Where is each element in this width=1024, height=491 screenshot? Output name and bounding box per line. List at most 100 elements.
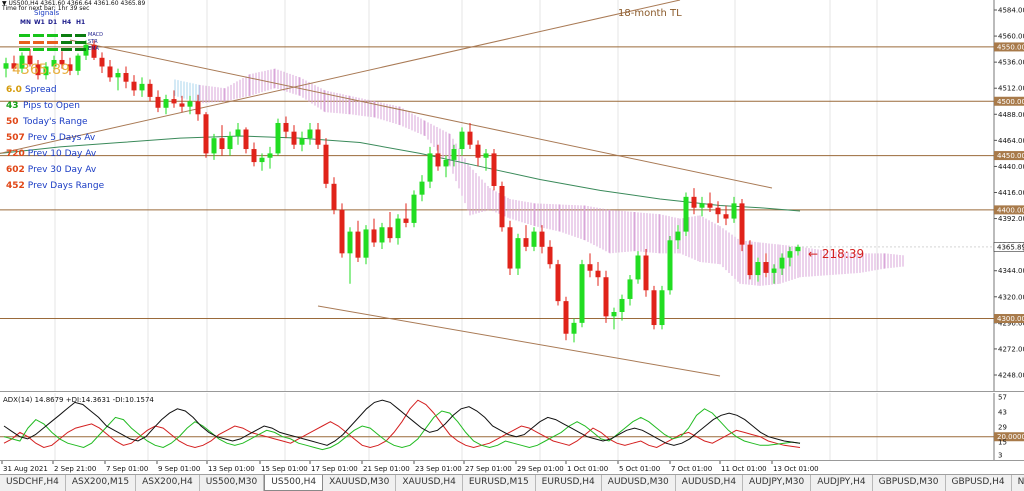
candle-body xyxy=(475,144,481,158)
price-tick-label: 4248.00 xyxy=(998,372,1024,380)
candle-body xyxy=(395,218,401,239)
trendline-label: 18-month TL xyxy=(618,8,682,19)
candle-body xyxy=(187,101,193,107)
chart-tabs: USDCHF,H4 ASX200,M15 ASX200,H4 US500,M30 US5… xyxy=(0,474,1024,491)
candle-body xyxy=(123,73,129,82)
signal-timeframe: H4 xyxy=(62,19,72,26)
stat-label: Prev 5 Days Av xyxy=(27,133,96,143)
current-price-label: 4365.89 xyxy=(997,243,1024,251)
adx-tick-label: 3 xyxy=(998,452,1002,460)
candle-body xyxy=(507,227,513,269)
time-tick-label: 27 Sep 01:00 xyxy=(465,465,512,473)
chart-tab-audusd-m30[interactable]: AUDUSD,M30 xyxy=(602,475,676,491)
stat-label: Prev 30 Day Av xyxy=(27,165,97,175)
candle-body xyxy=(723,214,729,219)
candle-body xyxy=(707,203,713,208)
stat-row: 43 Pips to Open xyxy=(6,101,80,112)
price-tick-label: 4320.00 xyxy=(998,293,1024,301)
adx-level-badge xyxy=(994,432,1024,442)
time-axis: 31 Aug 2021 2 Sep 21:00 7 Sep 01:00 9 Sep 0… xyxy=(1,461,819,473)
candle-body xyxy=(539,231,545,247)
chart-tab-nzdusd-m30[interactable]: NZDUSD,M30 xyxy=(1012,475,1024,491)
candle-body xyxy=(611,311,617,317)
candle-body xyxy=(563,301,569,334)
chart-tab-eurusd-h4[interactable]: EURUSD,H4 xyxy=(536,475,602,491)
candle-body xyxy=(163,99,169,108)
time-tick-label: 13 Sep 01:00 xyxy=(208,465,255,473)
price-chart[interactable]: 4584.00 4560.00 4536.00 4512.00 4488.00 4464.… xyxy=(0,0,1024,392)
signal-bar xyxy=(19,41,30,44)
signal-bar xyxy=(33,34,44,37)
chart-tab-usdchf-h4[interactable]: USDCHF,H4 xyxy=(0,475,66,491)
candle-body xyxy=(139,83,145,91)
candle-body xyxy=(371,229,377,243)
candle-body xyxy=(787,251,793,258)
candle-body xyxy=(227,136,233,150)
stat-value: 50 xyxy=(6,117,19,127)
candle-body xyxy=(59,59,65,65)
candle-body xyxy=(643,255,649,291)
adx-level-label: 20.0000 xyxy=(997,433,1024,441)
candle-body xyxy=(3,63,9,69)
price-tick-label: 4512.00 xyxy=(998,85,1024,93)
price-tick-label: 4560.00 xyxy=(998,33,1024,41)
time-tick-label: 2 Sep 21:00 xyxy=(54,465,96,473)
candle-body xyxy=(323,144,329,184)
stat-value: 43 xyxy=(6,101,19,111)
trendline-descending-upper xyxy=(69,39,773,189)
signal-bar xyxy=(33,48,44,51)
chart-tab-audusd-h4[interactable]: AUDUSD,H4 xyxy=(676,475,744,491)
candle-body xyxy=(755,262,761,276)
candle-body xyxy=(331,183,337,210)
candle-body xyxy=(651,290,657,326)
candle-body xyxy=(795,246,801,252)
chart-tab-asx200-m15[interactable]: ASX200,M15 xyxy=(66,475,137,491)
stat-row: 602 Prev 30 Day Av xyxy=(6,165,96,176)
chart-tab-gbpusd-m30[interactable]: GBPUSD,M30 xyxy=(873,475,946,491)
price-tick-label: 4416.00 xyxy=(998,189,1024,197)
level-badge xyxy=(994,96,1024,106)
stat-row: 50 Today's Range xyxy=(6,117,88,128)
level-badge xyxy=(994,151,1024,161)
time-tick-label: 29 Sep 01:00 xyxy=(517,465,564,473)
price-tick-label: 4344.00 xyxy=(998,267,1024,275)
chart-tab-audjpy-h4[interactable]: AUDJPY,H4 xyxy=(811,475,873,491)
chart-tab-audjpy-m30[interactable]: AUDJPY,M30 xyxy=(743,475,812,491)
candle-body xyxy=(435,153,441,167)
adx-label: ADX(14) 14.8679 +DI:14.3631 -DI:10.1574 xyxy=(3,396,154,404)
stat-value: 6.0 xyxy=(6,85,22,95)
candle-body xyxy=(307,129,313,139)
candle-body xyxy=(483,153,489,158)
time-tick-label: 15 Sep 01:00 xyxy=(261,465,308,473)
bar-timer: Time for next bar: 1hr 39 sec xyxy=(2,5,90,12)
candle-body xyxy=(427,153,433,182)
price-tick-label: 4296.00 xyxy=(998,319,1024,327)
chart-tab-asx200-h4[interactable]: ASX200,H4 xyxy=(136,475,200,491)
chart-tab-us500-m30[interactable]: US500,M30 xyxy=(200,475,265,491)
candle-body xyxy=(771,268,777,273)
candle-body xyxy=(619,298,625,312)
candles xyxy=(3,40,801,343)
stat-row: 6.0 Spread xyxy=(6,85,57,96)
candle-body xyxy=(587,264,593,271)
candle-body xyxy=(411,194,417,223)
adx-main-line xyxy=(3,399,801,446)
stat-row: 507 Prev 5 Days Av xyxy=(6,133,95,144)
candle-body xyxy=(467,131,473,145)
candle-body xyxy=(275,122,281,154)
candle-body xyxy=(171,99,177,104)
chart-tab-us500-h4[interactable]: US500,H4 xyxy=(264,475,324,491)
chart-tab-xauusd-m30[interactable]: XAUUSD,M30 xyxy=(323,475,397,491)
chart-tab-xauusd-h4[interactable]: XAUUSD,H4 xyxy=(396,475,463,491)
candle-body xyxy=(355,231,361,258)
time-tick-label: 21 Sep 01:00 xyxy=(363,465,410,473)
trendline-18-month xyxy=(0,0,681,154)
price-tick-label: 4440.00 xyxy=(998,163,1024,171)
chart-tab-eurusd-m15[interactable]: EURUSD,M15 xyxy=(463,475,536,491)
signal-bar xyxy=(61,34,72,37)
chart-tab-gbpusd-h4[interactable]: GBPUSD,H4 xyxy=(946,475,1012,491)
adx-tick-label: 29 xyxy=(998,424,1007,432)
level-badge xyxy=(994,205,1024,215)
